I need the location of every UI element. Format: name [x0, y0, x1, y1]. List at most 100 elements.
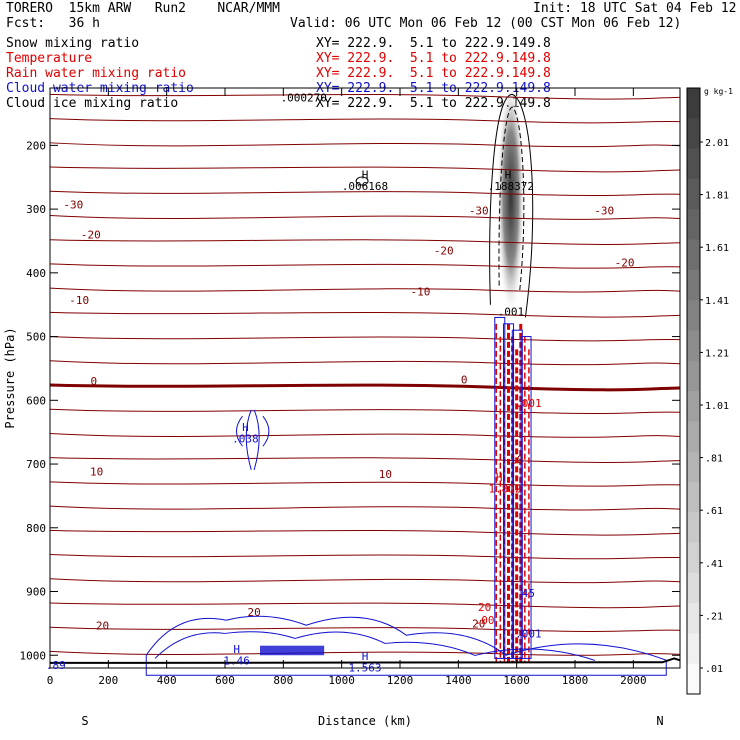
isotherm-label: 20 [96, 619, 109, 632]
isotherm-label: 20 [472, 617, 485, 630]
cloud-water-contour [503, 323, 515, 659]
isotherm [49, 166, 681, 173]
isotherm [49, 336, 681, 342]
colorbar-segment [687, 603, 700, 634]
extremum-label: .006168 [342, 180, 388, 193]
colorbar-label: .61 [705, 506, 723, 517]
colorbar-segment [687, 118, 700, 150]
x-tick-label: 800 [273, 674, 293, 687]
cloud-water-contour [236, 409, 270, 471]
cloud-water-contour [520, 336, 532, 659]
y-tick-label: 600 [26, 394, 46, 407]
isotherm [49, 118, 681, 124]
isotherm-label: 0 [461, 373, 468, 386]
y-tick-label: 200 [26, 139, 46, 152]
isotherm [49, 650, 681, 656]
colorbar-segment [687, 269, 700, 301]
extremum-label: H [505, 169, 512, 182]
colorbar-segment [687, 148, 700, 180]
extremum-label: H [242, 421, 249, 434]
isotherm [49, 529, 681, 536]
legend-xy: XY= 222.9. 5.1 to 222.9.149.8 [316, 51, 551, 66]
model-title: TORERO 15km ARW Run2 NCAR/MMM [6, 1, 280, 16]
x-tick-label: 1000 [328, 674, 355, 687]
snow-contour [498, 106, 525, 293]
isotherm-label: 10 [379, 468, 392, 481]
terrain-line [49, 657, 681, 664]
colorbar-label: 1.01 [705, 401, 729, 412]
isotherm-label: 10 [510, 454, 523, 467]
colorbar-segment [687, 330, 700, 362]
isotherm-label: -20 [81, 229, 101, 242]
colorbar-segment [687, 209, 700, 240]
extremum-label: .89 [46, 659, 66, 672]
x-tick-label: 2000 [620, 674, 647, 687]
y-tick-label: 700 [26, 458, 46, 471]
extremum-label: .000270 [281, 92, 327, 105]
extremum-label: 1.563 [348, 661, 381, 674]
legend-xy: XY= 222.9. 5.1 to 222.9.149.8 [316, 66, 551, 81]
colorbar-segment [687, 542, 700, 574]
colorbar-segment [687, 178, 700, 210]
colorbar-segment [687, 512, 700, 543]
isotherm-label: -20 [434, 245, 454, 258]
legend-name: Snow mixing ratio [6, 36, 140, 51]
colorbar-segment [687, 239, 700, 271]
colorbar-label: .21 [705, 611, 723, 622]
y-tick-label: 800 [26, 522, 46, 535]
isotherm [49, 554, 681, 560]
colorbar-segment [687, 391, 700, 422]
isotherm [49, 626, 681, 632]
south-label: S [81, 714, 88, 728]
valid-time: Valid: 06 UTC Mon 06 Feb 12 (00 CST Mon … [290, 16, 682, 31]
extremum-label: H [362, 650, 369, 663]
extremum-label: .001 [515, 628, 542, 641]
cloud-water-contour [511, 329, 523, 659]
colorbar-segment [687, 451, 700, 483]
legend-xy: XY= 222.9. 5.1 to 222.9.149.8 [316, 36, 551, 51]
y-tick-label: 400 [26, 267, 46, 280]
legend-name: Cloud ice mixing ratio [6, 96, 179, 111]
isotherm [49, 578, 681, 584]
isotherm [49, 481, 681, 487]
isotherm [49, 239, 681, 245]
x-tick-label: 1800 [562, 674, 589, 687]
colorbar-label: 2.01 [705, 138, 729, 149]
colorbar-segment [687, 663, 700, 695]
colorbar-label: 1.81 [705, 191, 729, 202]
colorbar-frame [686, 87, 701, 695]
colorbar-label: .01 [705, 664, 723, 675]
x-tick-label: 1600 [503, 674, 530, 687]
colorbar-label: .41 [705, 559, 723, 570]
x-tick-label: 1400 [445, 674, 472, 687]
forecast-hour: Fcst: 36 h [6, 16, 100, 31]
extremum-label: .188372 [488, 180, 534, 193]
y-tick-label: 500 [26, 331, 46, 344]
isotherm [49, 190, 681, 197]
y-axis-label: Pressure (hPa) [3, 327, 17, 428]
isotherm [49, 93, 681, 100]
isotherm [49, 457, 681, 463]
cloud-water-contour [154, 631, 596, 661]
colorbar-segment [687, 360, 700, 392]
isotherm-label: -30 [594, 204, 614, 217]
legend-name: Temperature [6, 51, 93, 66]
colorbar-label: .81 [705, 454, 723, 465]
colorbar-label: 1.41 [705, 296, 729, 307]
extremum-label: 1.812 [488, 482, 521, 495]
isotherm-label: -10 [69, 294, 89, 307]
north-label: N [656, 714, 663, 728]
y-tick-label: 1000 [20, 649, 47, 662]
colorbar-unit: g kg-1 [704, 87, 733, 96]
legend-name: Rain water mixing ratio [6, 66, 187, 81]
isotherm-label: 0 [90, 375, 97, 388]
colorbar-segment [687, 633, 700, 665]
isotherm-label: -10 [410, 285, 430, 298]
extremum-label: .038 [232, 433, 259, 446]
cloud-water-contour [145, 615, 667, 676]
cloud-water-max [260, 645, 325, 656]
isotherm [49, 287, 681, 293]
isotherm [49, 602, 681, 609]
colorbar-label: 1.21 [705, 348, 729, 359]
